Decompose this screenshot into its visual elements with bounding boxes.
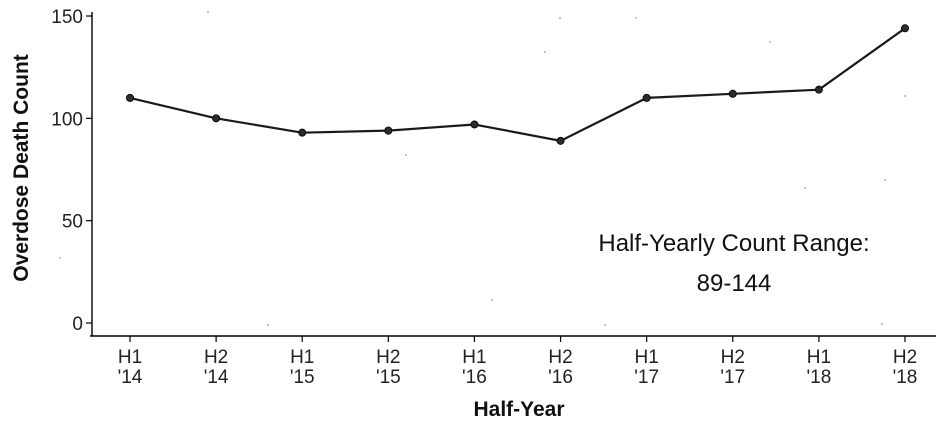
- speck: [904, 95, 906, 97]
- data-point: [298, 128, 307, 137]
- data-point: [642, 93, 651, 102]
- y-tick-label: 50: [62, 212, 83, 233]
- x-tick-label: H1'18: [807, 347, 832, 388]
- x-tick-label: H1'15: [290, 347, 315, 388]
- range-annotation-line2: 89-144: [697, 270, 772, 297]
- speck: [559, 17, 561, 19]
- speck: [884, 179, 886, 181]
- x-tick-label: H2'16: [548, 347, 573, 388]
- speck: [604, 324, 606, 326]
- data-point: [814, 85, 823, 94]
- x-ticks: H1'14 H2'14 H1'15 H2'15 H1'16 H2'16 H1'17 H2'17…: [118, 336, 918, 388]
- data-point: [384, 126, 393, 135]
- x-tick-label: H2'17: [720, 347, 745, 388]
- speck: [881, 323, 883, 325]
- x-tick-label: H1'14: [118, 347, 143, 388]
- speck: [405, 154, 407, 156]
- speck: [59, 257, 61, 259]
- x-tick-label: H2'18: [893, 347, 918, 388]
- y-axis-title: Overdose Death Count: [10, 54, 33, 282]
- speck: [207, 11, 209, 13]
- speck: [769, 41, 771, 43]
- range-annotation-line1: Half-Yearly Count Range:: [598, 230, 869, 257]
- data-point: [728, 89, 737, 98]
- data-points: [126, 24, 910, 145]
- x-tick-label: H1'17: [634, 347, 659, 388]
- axes: [90, 12, 936, 337]
- scan-noise: [59, 11, 906, 326]
- data-point: [556, 136, 565, 145]
- x-tick-label: H2'14: [204, 347, 229, 388]
- x-tick-label: H2'15: [376, 347, 401, 388]
- series-line: [129, 27, 906, 142]
- x-tick-label: H1'16: [462, 347, 487, 388]
- speck: [491, 299, 493, 301]
- data-point: [470, 120, 479, 129]
- y-tick-label: 150: [51, 7, 83, 28]
- data-point: [126, 93, 135, 102]
- speck: [635, 17, 637, 19]
- y-ticks: 0 50 100 150: [51, 7, 92, 335]
- data-point: [901, 24, 910, 33]
- y-tick-label: 100: [51, 109, 83, 130]
- speck: [804, 187, 806, 189]
- x-axis-title: Half-Year: [473, 398, 564, 421]
- speck: [267, 324, 269, 326]
- data-point: [212, 114, 221, 123]
- y-tick-label: 0: [72, 314, 83, 335]
- speck: [544, 51, 546, 53]
